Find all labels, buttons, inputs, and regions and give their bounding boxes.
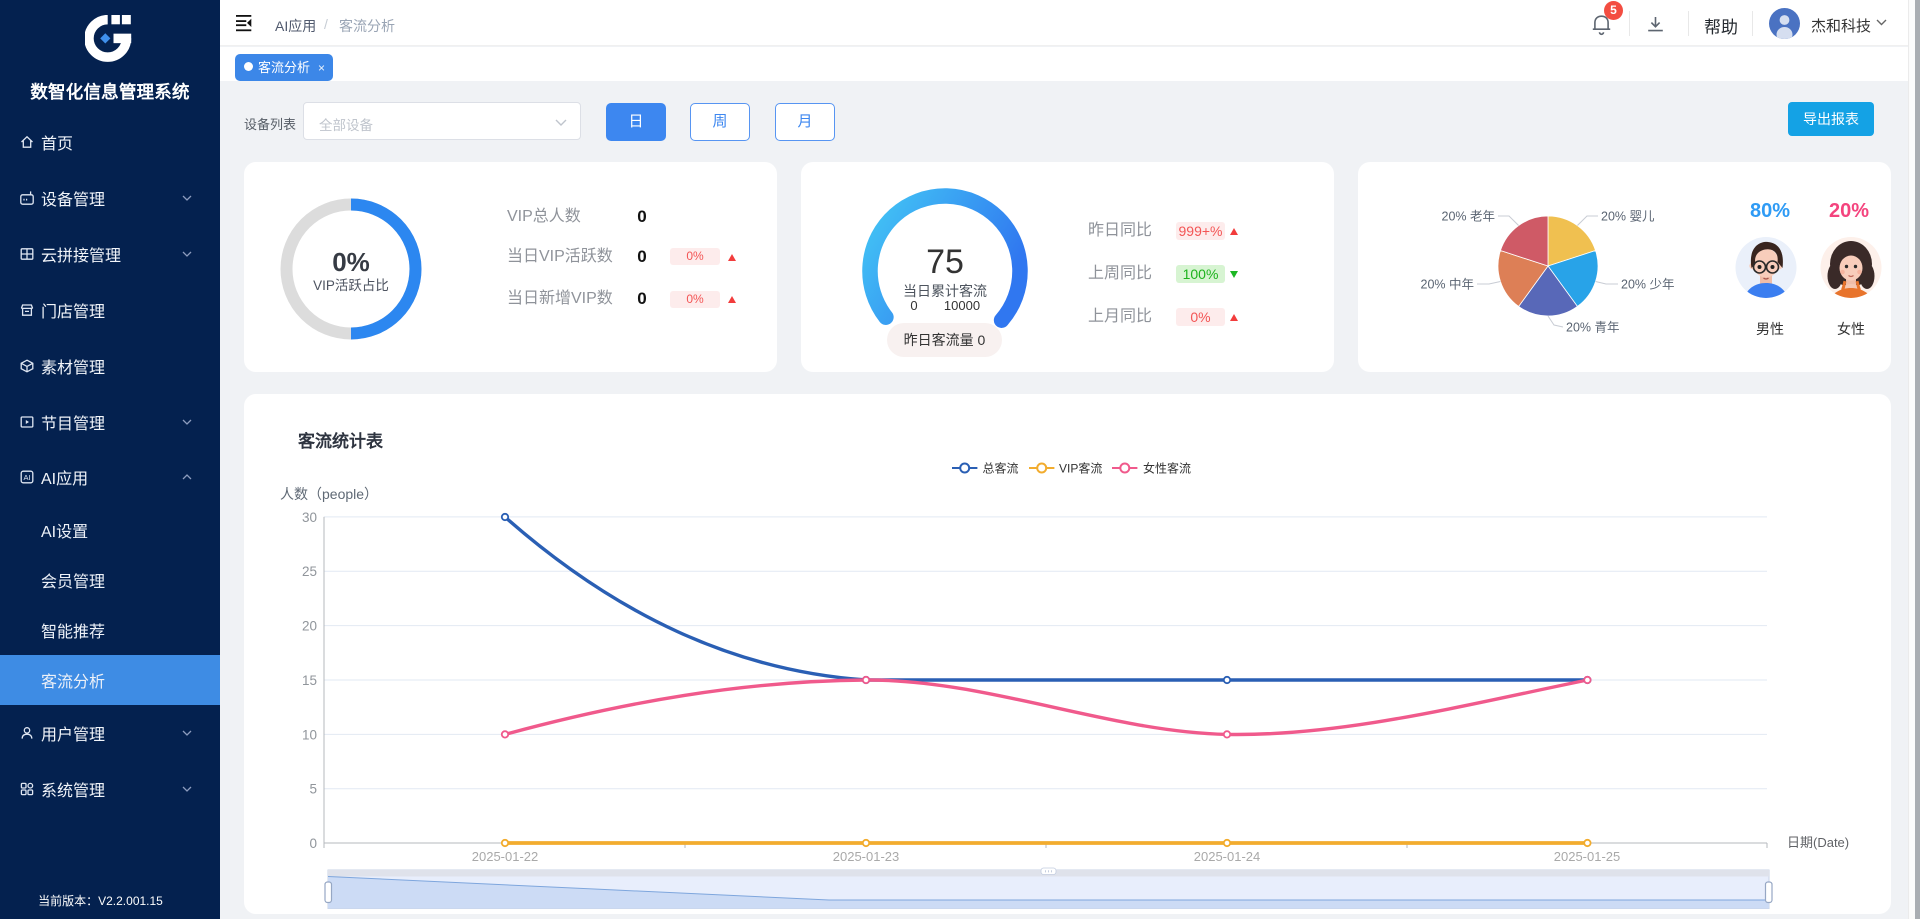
svg-text:2025-01-23: 2025-01-23 [833, 849, 900, 864]
svg-text:20% 中年: 20% 中年 [1421, 277, 1475, 292]
svg-text:VIP客流: VIP客流 [1059, 461, 1102, 476]
svg-text:20%: 20% [1829, 200, 1869, 222]
svg-text:男性: 男性 [1756, 321, 1784, 337]
svg-text:总客流: 总客流 [983, 461, 1019, 476]
svg-text:20% 青年: 20% 青年 [1566, 321, 1620, 335]
svg-text:10: 10 [302, 727, 317, 742]
svg-text:0: 0 [309, 836, 317, 851]
svg-text:30: 30 [302, 510, 317, 525]
svg-text:人数（people）: 人数（people） [280, 486, 378, 502]
svg-text:女性: 女性 [1837, 321, 1865, 337]
svg-text:日期(Date): 日期(Date) [1787, 835, 1849, 850]
svg-text:女性客流: 女性客流 [1143, 461, 1191, 476]
svg-text:15: 15 [302, 673, 317, 688]
svg-text:2025-01-25: 2025-01-25 [1554, 849, 1621, 864]
svg-text:20% 婴儿: 20% 婴儿 [1601, 210, 1655, 224]
svg-text:2025-01-24: 2025-01-24 [1194, 849, 1261, 864]
svg-text:80%: 80% [1750, 200, 1790, 222]
svg-text:20% 老年: 20% 老年 [1442, 210, 1496, 224]
svg-text:AI: AI [23, 473, 30, 482]
svg-text:20: 20 [302, 619, 317, 634]
svg-text:25: 25 [302, 564, 317, 579]
svg-text:5: 5 [309, 782, 317, 797]
svg-text:20% 少年: 20% 少年 [1621, 278, 1675, 292]
svg-text:2025-01-22: 2025-01-22 [472, 849, 539, 864]
